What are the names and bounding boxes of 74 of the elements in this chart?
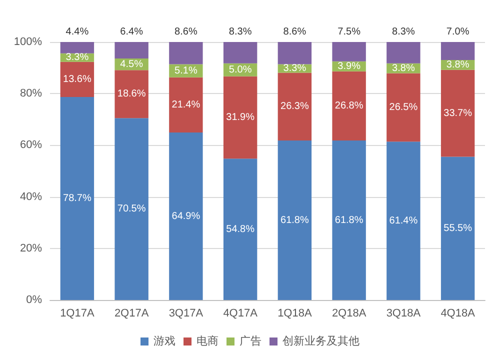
data-label: 8.3% (228, 26, 252, 38)
data-label: 8.3% (392, 26, 415, 38)
legend-label: 电商 (196, 334, 218, 348)
legend-label: 广告 (240, 334, 262, 348)
bar (332, 42, 366, 62)
bar (114, 42, 148, 59)
legend-label: 游戏 (154, 334, 176, 348)
data-label: 61.4% (389, 215, 418, 226)
data-label: 3.8% (392, 62, 415, 74)
data-label: 5.1% (174, 65, 198, 76)
data-label: 4.5% (120, 58, 144, 70)
bar (332, 71, 366, 141)
bar (278, 140, 312, 300)
bar (278, 72, 312, 141)
data-label: 61.8% (280, 214, 309, 226)
data-label: 33.7% (444, 108, 472, 119)
y-tick-label: 0% (26, 294, 42, 306)
bar (440, 70, 475, 157)
data-label: 31.9% (226, 112, 255, 123)
y-tick-label: 40% (20, 190, 42, 203)
y-tick-label: 60% (20, 139, 42, 152)
data-label: 6.4% (120, 26, 144, 38)
data-label: 13.6% (63, 74, 92, 85)
data-label: 7.5% (338, 26, 361, 38)
data-label: 8.6% (174, 26, 198, 38)
bar (386, 142, 420, 300)
y-tick-label: 100% (14, 36, 42, 48)
bar (60, 42, 94, 54)
bar (278, 42, 312, 64)
data-label: 61.8% (334, 214, 364, 226)
data-label: 18.6% (117, 88, 146, 100)
bar (440, 156, 475, 300)
data-label: 26.5% (389, 102, 418, 113)
data-label: 26.3% (280, 101, 309, 112)
x-tick-label: 3Q18A (386, 308, 422, 320)
x-tick-label: 2Q17A (114, 308, 150, 320)
legend-label: 创新业务及其他 (282, 334, 360, 348)
data-label: 55.5% (444, 222, 472, 234)
data-label: 7.0% (446, 26, 470, 38)
data-label: 21.4% (172, 99, 200, 110)
bar (169, 42, 203, 64)
data-label: 64.9% (172, 210, 200, 222)
bar (386, 73, 420, 142)
data-label: 8.6% (283, 26, 306, 38)
data-label: 3.3% (283, 62, 306, 74)
bar (386, 42, 420, 64)
data-label: 26.8% (334, 100, 364, 112)
x-tick-label: 4Q18A (440, 308, 476, 320)
bar (169, 132, 203, 300)
data-label: 78.7% (63, 192, 92, 204)
data-label: 54.8% (226, 224, 255, 235)
bar (114, 70, 148, 118)
data-label: 3.8% (446, 59, 470, 70)
data-label: 5.0% (228, 64, 252, 76)
bar (60, 96, 94, 300)
y-tick-label: 20% (20, 242, 42, 254)
x-tick-label: 4Q17A (223, 308, 258, 320)
data-label: 70.5% (117, 204, 146, 215)
bar (223, 42, 258, 64)
bar (223, 158, 258, 300)
bar (60, 62, 94, 97)
data-label: 4.4% (66, 26, 89, 38)
bar (223, 76, 258, 159)
x-tick-label: 3Q17A (168, 308, 204, 320)
y-tick-label: 80% (20, 88, 42, 100)
bar (114, 118, 148, 300)
bar (332, 140, 366, 300)
bar (169, 77, 203, 133)
data-label: 3.9% (338, 60, 361, 72)
data-label: 3.3% (66, 52, 89, 64)
x-tick-label: 1Q17A (60, 308, 95, 320)
x-tick-label: 2Q18A (332, 308, 367, 320)
bar (440, 42, 475, 60)
x-tick-label: 1Q18A (278, 308, 312, 320)
